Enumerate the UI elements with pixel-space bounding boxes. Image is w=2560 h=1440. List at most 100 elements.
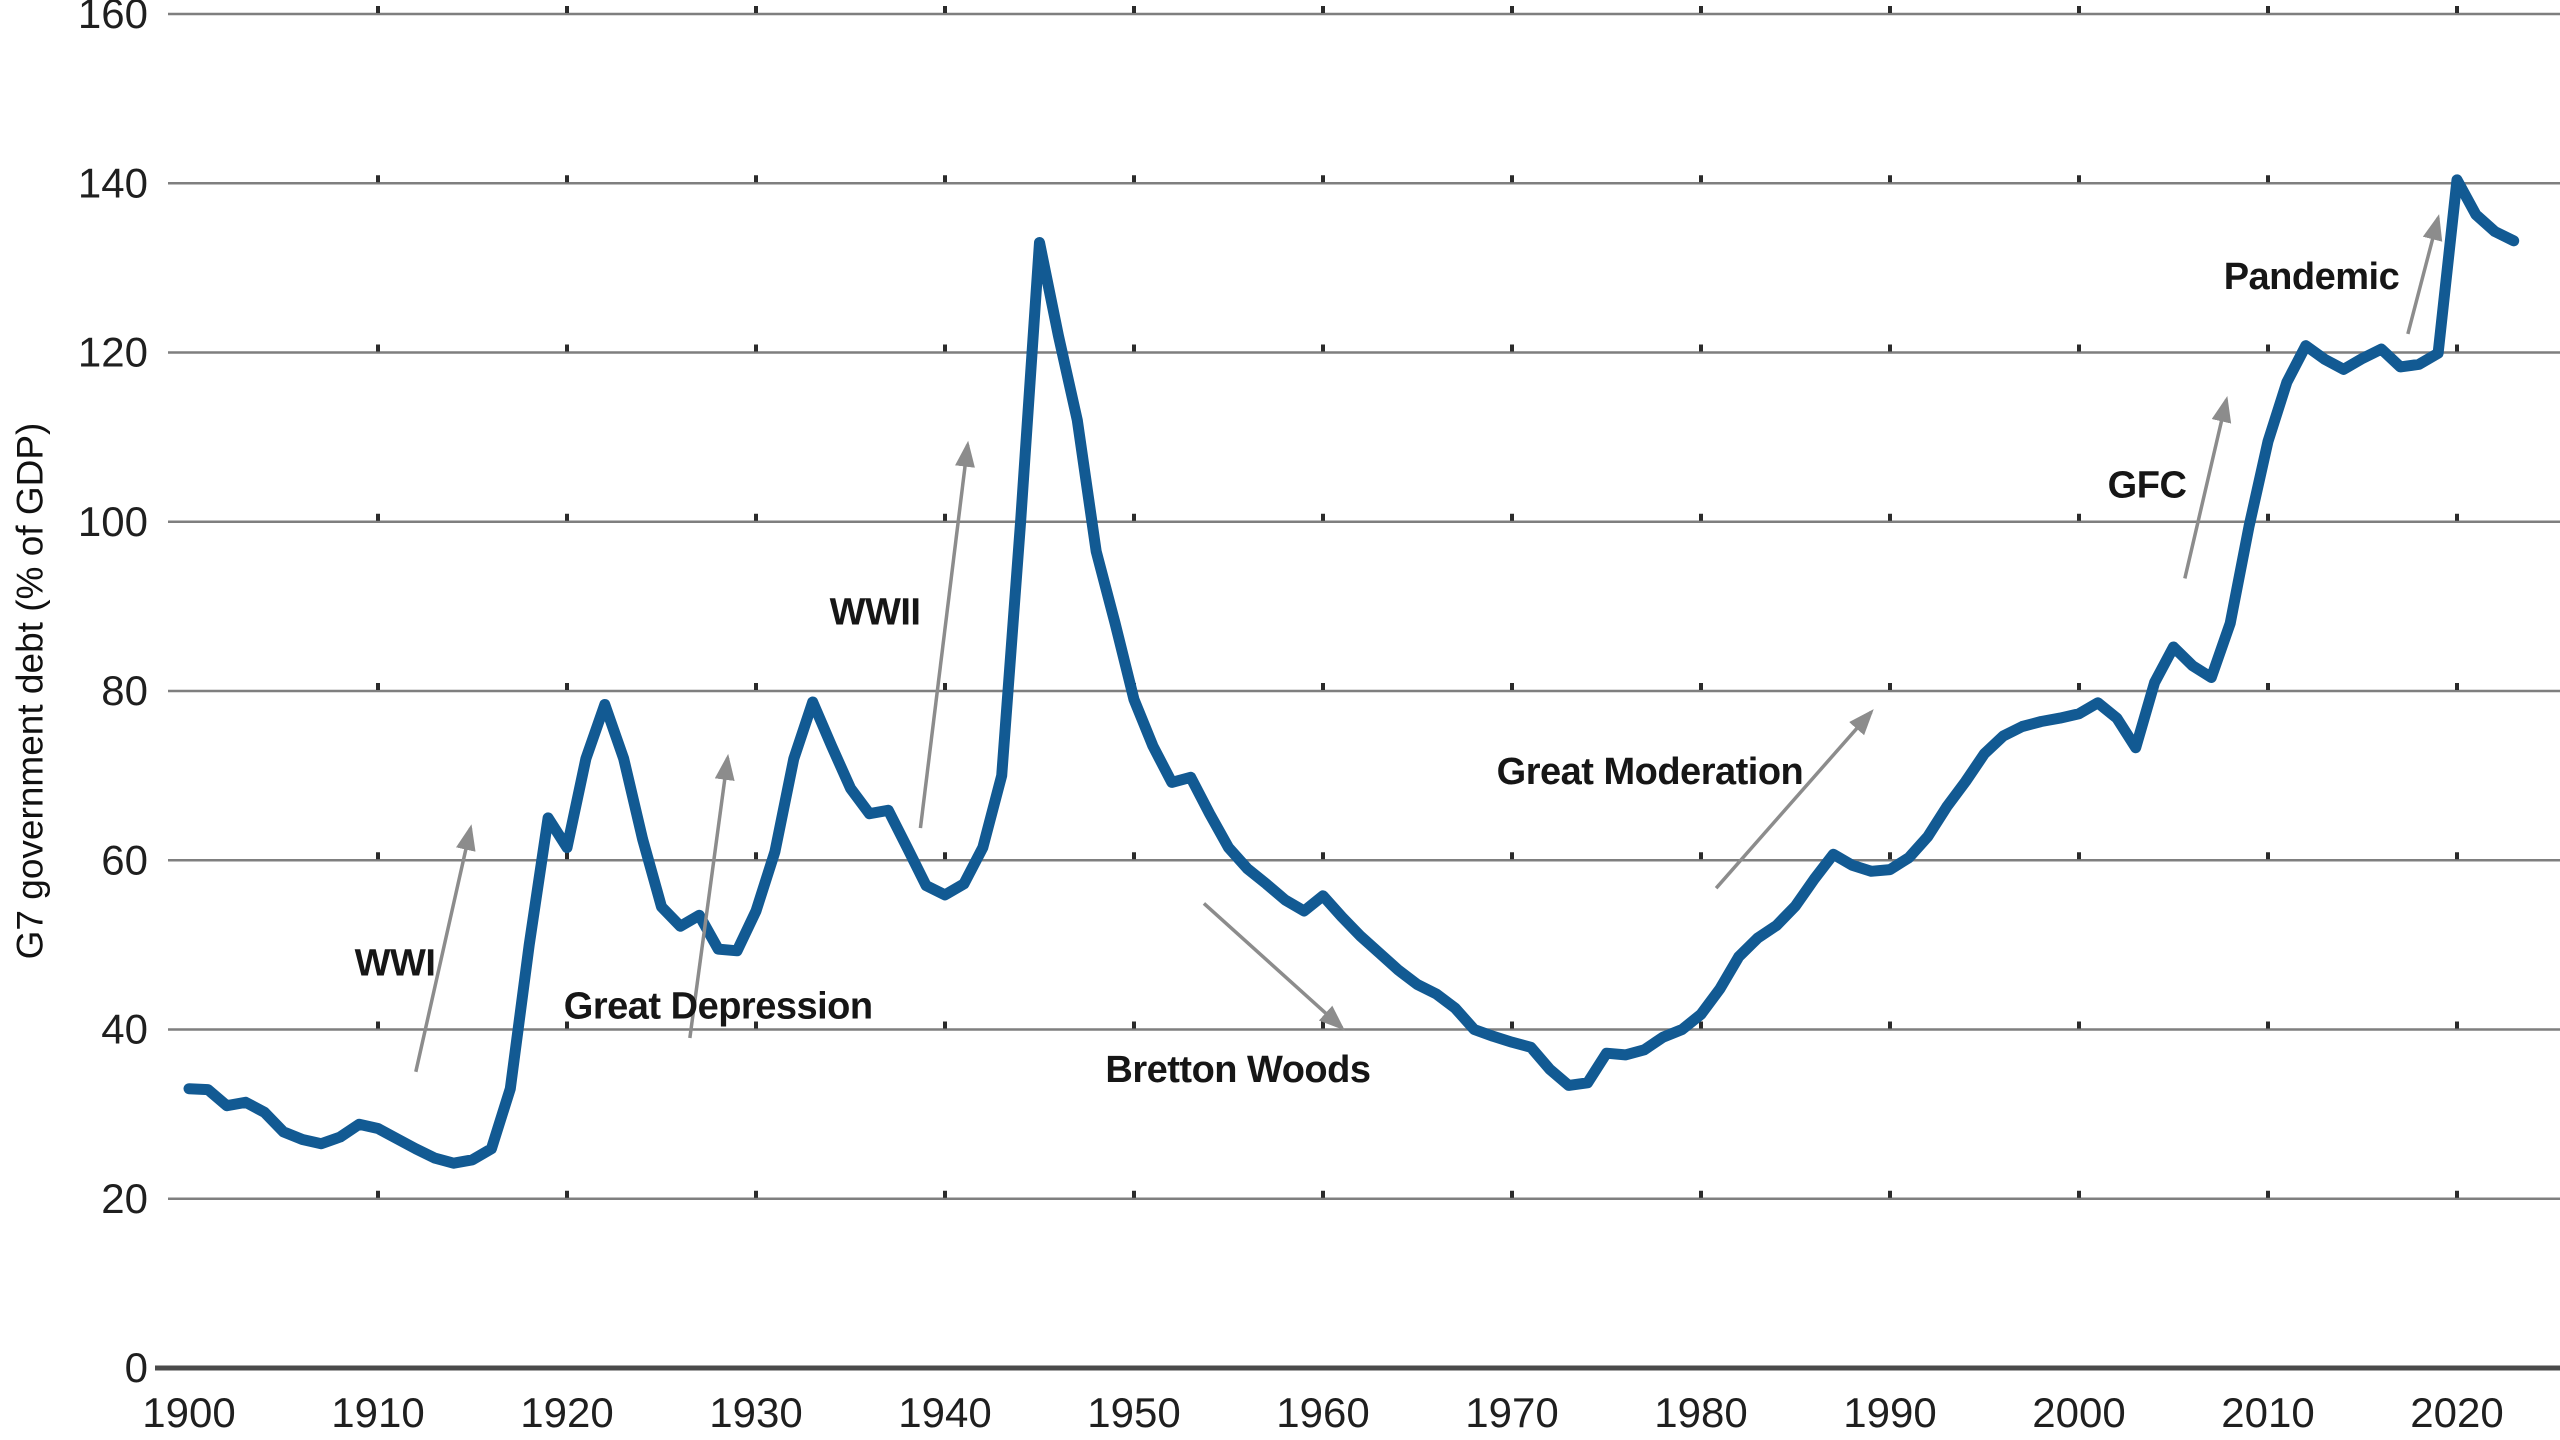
decade-tick-dot <box>1321 175 1325 183</box>
decade-tick-dot <box>1888 1190 1892 1198</box>
decade-tick-dot <box>1321 683 1325 690</box>
decade-tick-dot <box>2077 852 2081 860</box>
x-tick-label: 1910 <box>331 1389 424 1436</box>
decade-tick-dot <box>1132 1190 1136 1198</box>
x-tick-label: 1950 <box>1087 1389 1180 1436</box>
y-tick-label: 40 <box>101 1006 148 1053</box>
annotation-arrow-wwi <box>414 824 476 1073</box>
decade-tick-dot <box>376 344 380 352</box>
decade-tick-dot <box>2077 1021 2081 1029</box>
decade-tick-dot <box>376 683 380 690</box>
decade-tick-dot <box>2077 175 2081 183</box>
decade-tick-dot <box>376 6 380 13</box>
decade-tick-dot <box>2266 852 2270 860</box>
decade-tick-dot <box>1699 6 1703 13</box>
decade-tick-dot <box>565 6 569 13</box>
decade-tick-dot <box>1321 6 1325 13</box>
annotation-label-bretton-woods: Bretton Woods <box>1105 1049 1370 1091</box>
decade-tick-dot <box>2266 344 2270 352</box>
annotation-arrow-great-moderation <box>1714 709 1874 890</box>
decade-tick-dot <box>1321 1021 1325 1029</box>
y-tick-label: 120 <box>78 329 148 376</box>
decade-tick-dot <box>1321 513 1325 521</box>
decade-tick-dot <box>1510 1021 1514 1029</box>
y-tick-label: 140 <box>78 159 148 206</box>
y-tick-label: 20 <box>101 1175 148 1222</box>
annotation-label-wwii: WWII <box>830 591 921 633</box>
decade-tick-dot <box>1510 344 1514 352</box>
annotation-arrow-great-depression <box>688 753 735 1039</box>
decade-tick-dot <box>1699 852 1703 860</box>
decade-tick-dot <box>754 6 758 13</box>
decade-tick-dot <box>1132 1021 1136 1029</box>
decade-tick-dot <box>1132 513 1136 521</box>
decade-tick-dot <box>754 852 758 860</box>
decade-tick-dot <box>2455 344 2459 352</box>
decade-tick-dot <box>376 175 380 183</box>
decade-tick-dot <box>1510 852 1514 860</box>
decade-tick-dot <box>2455 1190 2459 1198</box>
decade-tick-dot <box>943 344 947 352</box>
annotation-arrow-wwii <box>918 440 975 829</box>
decade-tick-dot <box>1888 1021 1892 1029</box>
decade-tick-dot <box>2455 1021 2459 1029</box>
decade-tick-dot <box>1132 344 1136 352</box>
x-tick-label: 2010 <box>2221 1389 2314 1436</box>
y-tick-label: 60 <box>101 836 148 883</box>
annotation-label-wwi: WWI <box>355 942 436 984</box>
decade-tick-dot <box>565 513 569 521</box>
decade-tick-dot <box>2455 852 2459 860</box>
decade-tick-dot <box>565 1190 569 1198</box>
decade-tick-dot <box>565 175 569 183</box>
x-tick-label: 1970 <box>1465 1389 1558 1436</box>
x-tick-label: 2000 <box>2032 1389 2125 1436</box>
decade-tick-dot <box>1510 175 1514 183</box>
decade-tick-dot <box>1699 344 1703 352</box>
decade-tick-dot <box>1888 852 1892 860</box>
x-tick-label: 1940 <box>898 1389 991 1436</box>
decade-tick-dot <box>2077 344 2081 352</box>
y-tick-label: 160 <box>78 0 148 37</box>
decade-tick-dot <box>2266 1021 2270 1029</box>
decade-tick-dot <box>2266 683 2270 690</box>
decade-tick-dot <box>1510 6 1514 13</box>
decade-tick-dot <box>1699 175 1703 183</box>
decade-tick-dot <box>376 852 380 860</box>
decade-tick-dot <box>2077 6 2081 13</box>
decade-tick-dot <box>1510 1190 1514 1198</box>
x-tick-label: 2020 <box>2410 1389 2503 1436</box>
decade-tick-dot <box>376 1190 380 1198</box>
decade-tick-dot <box>2266 6 2270 13</box>
decade-tick-dot <box>1321 344 1325 352</box>
decade-tick-dot <box>376 1021 380 1029</box>
annotations: WWI Great Depression WWII Bretton Woods Grea… <box>355 214 2443 1091</box>
decade-tick-dot <box>1699 513 1703 521</box>
decade-tick-dot <box>565 344 569 352</box>
y-tick-label: 80 <box>101 667 148 714</box>
decade-tick-dot <box>2266 175 2270 183</box>
decade-tick-dot <box>754 1021 758 1029</box>
annotation-label-great-depression: Great Depression <box>564 986 873 1028</box>
y-tick-label: 100 <box>78 498 148 545</box>
decade-tick-dot <box>1888 175 1892 183</box>
x-tick-label: 1990 <box>1843 1389 1936 1436</box>
decade-tick-dot <box>565 852 569 860</box>
decade-tick-dot <box>2455 6 2459 13</box>
gridlines <box>168 12 2560 1200</box>
decade-tick-dot <box>943 6 947 13</box>
decade-tick-dot <box>1699 1021 1703 1029</box>
decade-tick-dot <box>1510 683 1514 690</box>
annotation-label-pandemic: Pandemic <box>2224 256 2400 298</box>
decade-tick-dot <box>1132 852 1136 860</box>
decade-tick-dot <box>943 175 947 183</box>
data-series <box>183 174 2520 1169</box>
annotation-label-gfc: GFC <box>2108 464 2187 506</box>
decade-tick-dot <box>1321 1190 1325 1198</box>
axis-tick-labels: 0 20 40 60 80 100 120 140 160 1900 1910 1920 1930 194… <box>78 0 2504 1436</box>
y-tick-label: 0 <box>125 1344 148 1391</box>
decade-tick-dot <box>754 683 758 690</box>
annotation-arrow-bretton-woods <box>1202 902 1345 1031</box>
decade-tick-dot <box>2077 513 2081 521</box>
decade-tick-dot <box>1132 6 1136 13</box>
decade-tick-dot <box>1888 513 1892 521</box>
